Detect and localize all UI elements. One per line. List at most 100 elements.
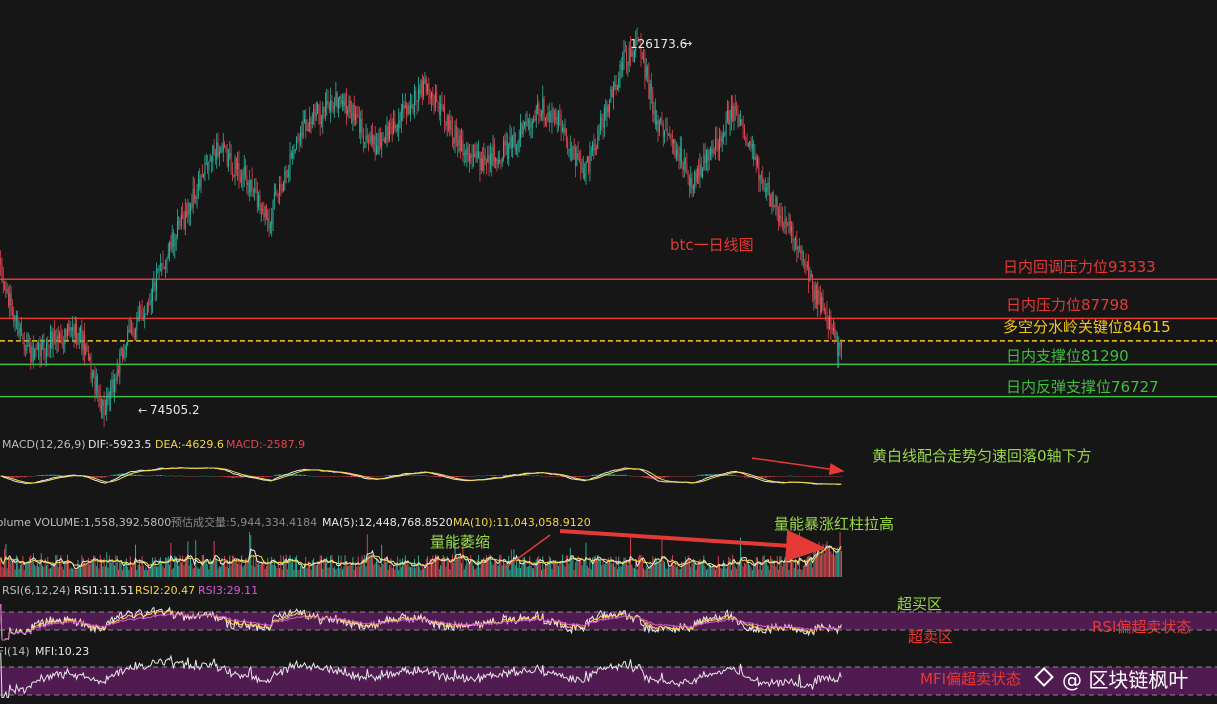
candle-body [651, 84, 652, 92]
candle [289, 141, 291, 182]
candle [307, 122, 309, 132]
macd-bar [645, 476, 647, 478]
volume-bar [115, 555, 117, 577]
candle-body [279, 184, 281, 195]
candle [592, 140, 594, 157]
volume-bar [561, 554, 563, 577]
candle-body [103, 400, 105, 416]
volume-bar [526, 566, 528, 577]
candle [6, 282, 8, 295]
candle [167, 242, 169, 260]
volume-bar [286, 569, 288, 577]
macd-bar [336, 476, 338, 477]
candle-body [829, 316, 831, 330]
candle-body [328, 104, 330, 111]
candle [14, 314, 16, 332]
macd-bar [436, 476, 438, 477]
macd-dea-value: DEA:-4629.6 [155, 438, 224, 451]
volume-bar [835, 552, 837, 577]
candle [834, 321, 836, 344]
volume-bar [174, 555, 176, 577]
candle [446, 113, 448, 137]
macd-bar [258, 476, 260, 477]
macd-bar [14, 476, 16, 478]
candle [381, 132, 383, 158]
candle-body [86, 346, 88, 351]
volume-bar [152, 557, 154, 577]
candle-body [238, 163, 240, 177]
volume-bar [2, 567, 4, 577]
candle-body [753, 143, 755, 160]
candle-body [212, 145, 214, 162]
macd-bar [373, 476, 375, 477]
candle-body [586, 156, 588, 162]
volume-bar [25, 563, 26, 577]
volume-bar [211, 561, 212, 577]
candle [459, 129, 461, 159]
volume-bar [8, 558, 9, 577]
macd-bar [789, 475, 791, 477]
macd-bar [518, 475, 520, 477]
volume-bar [819, 555, 821, 577]
candle [38, 339, 40, 360]
volume-bar [358, 566, 360, 577]
candle [102, 399, 104, 419]
candle-body [797, 246, 799, 250]
candle-body [277, 193, 279, 195]
volume-bar [491, 562, 493, 577]
candle [49, 324, 51, 359]
candle [200, 173, 202, 193]
candle-body [408, 105, 410, 114]
candle [537, 94, 539, 115]
macd-bar [77, 476, 79, 477]
volume-bar [783, 563, 785, 577]
candle-body [195, 197, 197, 199]
candle [391, 118, 393, 143]
candle-body [290, 153, 292, 159]
candle [835, 330, 837, 342]
macd-bar [479, 475, 481, 477]
volume-bar [49, 568, 51, 577]
volume-bar [463, 569, 465, 577]
candle-body [0, 258, 2, 265]
candle-body [38, 343, 40, 348]
candle [572, 145, 574, 161]
candle [563, 123, 565, 142]
volume-bar [391, 567, 393, 577]
candle [736, 101, 738, 117]
candle-body [619, 64, 621, 79]
volume-bar [35, 566, 37, 577]
candle-body [424, 79, 426, 82]
macd-bar [685, 475, 686, 477]
candle-body [293, 150, 295, 152]
candle-body [599, 117, 601, 132]
candle-body [466, 147, 468, 156]
macd-bar [800, 476, 802, 477]
volume-bar [285, 554, 287, 577]
candle [373, 134, 375, 153]
candle [298, 133, 300, 152]
candle [451, 116, 453, 148]
candle [142, 307, 144, 322]
macd-bar [734, 475, 736, 476]
macd-bar [429, 476, 431, 477]
candle [779, 202, 781, 227]
candle-body [692, 185, 694, 190]
volume-bar [678, 569, 680, 577]
candle [258, 191, 260, 211]
candle-body [474, 154, 476, 158]
volume-bar [43, 566, 45, 577]
volume-bar [15, 555, 17, 577]
candle [5, 280, 7, 298]
macd-bar [637, 476, 639, 477]
volume-bar [226, 561, 228, 577]
candle [717, 139, 719, 161]
volume-bar [588, 568, 590, 577]
candle-body [839, 342, 841, 348]
candle-body [630, 47, 631, 57]
macd-bar [589, 475, 591, 477]
candle [335, 81, 337, 107]
volume-bar [478, 554, 480, 577]
volume-bar [241, 555, 243, 577]
volume-bar [518, 561, 520, 577]
